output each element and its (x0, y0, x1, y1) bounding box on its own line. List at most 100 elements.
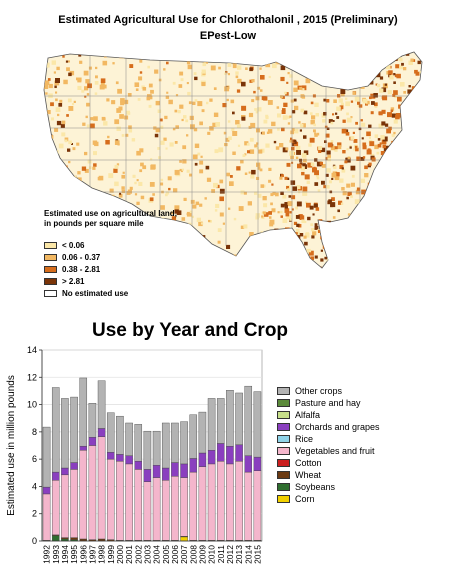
county-use-cell (160, 125, 164, 129)
county-use-cell (408, 163, 412, 167)
county-use-cell (291, 142, 296, 147)
map-title: Estimated Agricultural Use for Chlorotha… (58, 14, 398, 26)
county-use-cell (176, 210, 182, 215)
county-use-cell (300, 263, 305, 268)
county-use-cell (62, 55, 65, 58)
county-use-cell (294, 60, 297, 63)
county-use-cell (345, 97, 348, 100)
county-use-cell (380, 165, 384, 169)
county-use-cell (279, 263, 282, 266)
crop-legend-item: Rice (277, 433, 447, 445)
county-use-cell (44, 80, 50, 85)
county-use-cell (327, 142, 333, 148)
county-use-cell (265, 116, 269, 120)
county-use-cell (311, 228, 315, 232)
county-use-cell (336, 230, 340, 234)
county-use-cell (354, 199, 360, 205)
x-tick-label: 2004 (152, 545, 162, 564)
bar-segment (116, 415, 124, 455)
county-use-cell (268, 75, 271, 79)
county-use-cell (67, 191, 70, 194)
county-use-cell (260, 89, 263, 92)
x-tick-label: 1993 (51, 545, 61, 564)
county-use-cell (371, 55, 377, 60)
county-use-cell (313, 77, 316, 80)
county-use-cell (307, 216, 311, 221)
county-use-cell (325, 68, 328, 71)
county-use-cell (308, 63, 314, 69)
county-use-cell (307, 162, 313, 168)
county-use-cell (202, 62, 207, 67)
county-use-cell (186, 82, 189, 85)
county-use-cell (139, 71, 143, 74)
county-use-cell (365, 266, 370, 268)
county-use-cell (373, 93, 378, 98)
bar-segment (244, 471, 253, 541)
county-use-cell (293, 98, 297, 102)
county-use-cell (339, 164, 344, 169)
x-tick-label: 1997 (87, 545, 97, 564)
county-use-cell (87, 83, 92, 89)
county-use-cell (346, 148, 349, 151)
county-use-cell (286, 186, 289, 189)
county-use-cell (67, 60, 70, 63)
county-use-cell (192, 204, 197, 209)
county-use-cell (45, 116, 48, 119)
county-use-cell (284, 202, 288, 206)
county-use-cell (371, 66, 375, 69)
county-use-cell (404, 180, 408, 184)
county-use-cell (45, 126, 49, 129)
county-use-cell (182, 159, 187, 164)
county-use-cell (368, 136, 371, 139)
county-use-cell (268, 211, 272, 215)
map-legend-swatch (44, 289, 57, 297)
county-use-cell (320, 258, 324, 262)
county-use-cell (110, 242, 115, 247)
county-use-cell (419, 119, 422, 124)
county-use-cell (330, 79, 335, 84)
county-use-cell (326, 220, 331, 226)
county-use-cell (291, 208, 294, 211)
county-use-cell (331, 80, 337, 86)
county-use-cell (318, 146, 323, 150)
county-use-cell (334, 175, 340, 181)
county-use-cell (386, 128, 391, 134)
county-use-cell (296, 223, 300, 227)
county-use-cell (281, 174, 284, 178)
county-use-cell (313, 129, 316, 133)
county-use-cell (324, 78, 328, 82)
county-use-cell (288, 257, 292, 261)
county-use-cell (385, 154, 391, 160)
county-use-cell (366, 100, 370, 105)
county-use-cell (294, 246, 299, 250)
county-use-cell (224, 86, 230, 92)
y-tick-label: 8 (32, 427, 37, 437)
county-use-cell (285, 232, 290, 236)
county-use-cell (343, 243, 347, 247)
county-use-cell (329, 81, 334, 85)
county-use-cell (326, 258, 332, 263)
county-use-cell (180, 170, 183, 173)
y-tick-label: 2 (32, 509, 37, 519)
county-use-cell (352, 91, 356, 95)
county-use-cell (390, 109, 394, 112)
crop-legend: Other crops Pasture and hay Alfalfa Orchard… (277, 385, 447, 505)
county-use-cell (280, 65, 286, 71)
county-use-cell (219, 179, 224, 184)
county-use-cell (229, 255, 232, 258)
county-use-cell (103, 54, 107, 58)
county-use-cell (310, 120, 315, 125)
bar-segment (189, 414, 198, 459)
county-use-cell (168, 187, 171, 191)
county-use-cell (406, 164, 409, 167)
county-use-cell (54, 230, 57, 234)
county-use-cell (353, 139, 358, 143)
county-use-cell (337, 142, 342, 147)
county-use-cell (175, 94, 179, 97)
county-use-cell (194, 76, 198, 81)
county-use-cell (60, 123, 65, 128)
county-use-cell (415, 204, 419, 208)
county-use-cell (328, 180, 332, 184)
county-use-cell (270, 262, 275, 267)
county-use-cell (355, 121, 358, 125)
